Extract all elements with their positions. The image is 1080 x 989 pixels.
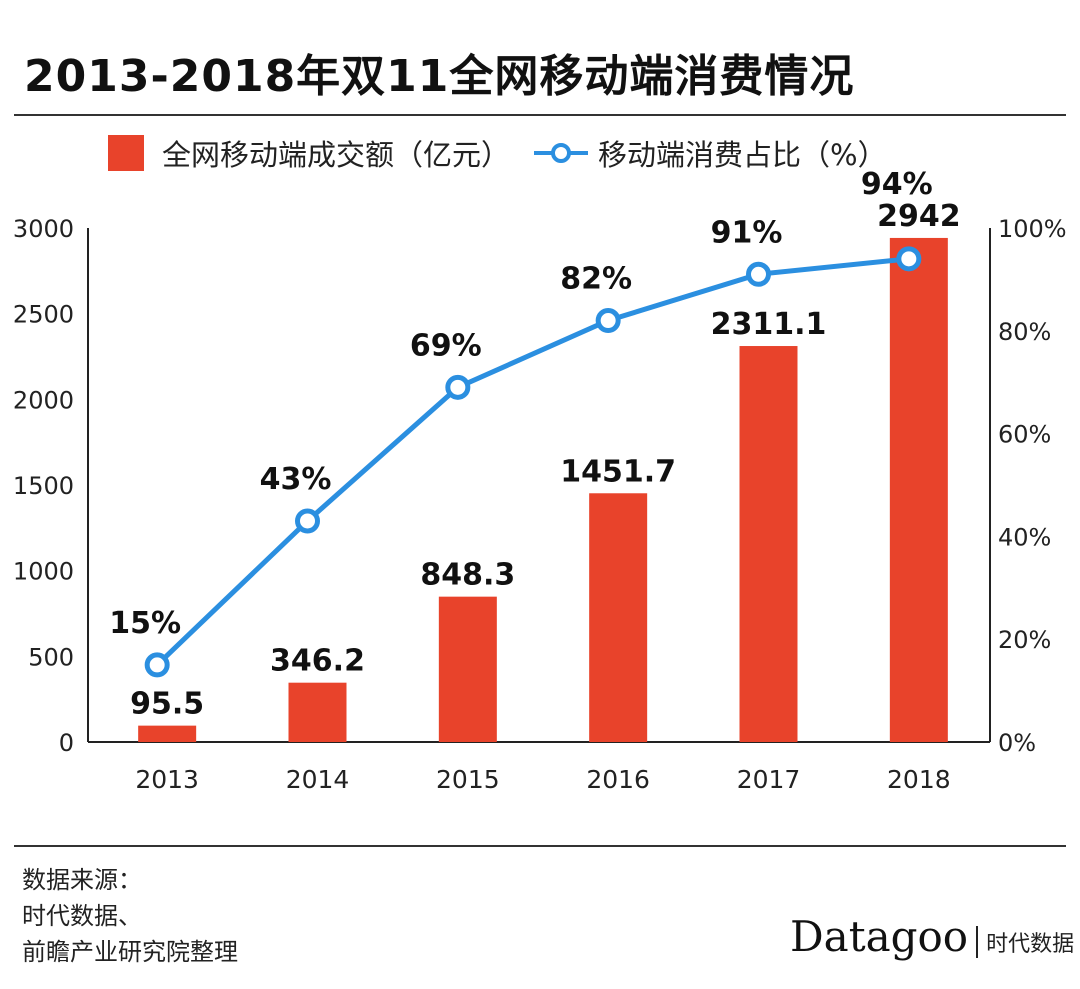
legend-bar-swatch: [108, 135, 144, 171]
line-point: [144, 652, 170, 678]
x-tick-label: 2015: [436, 765, 500, 794]
left-tick-label: 2000: [13, 386, 74, 414]
legend-bar-label: 全网移动端成交额（亿元）: [162, 138, 511, 172]
source-line: 时代数据、: [22, 902, 142, 930]
legend-line-label: 移动端消费占比（%）: [598, 138, 887, 172]
footer-divider: [14, 845, 1066, 847]
right-tick-label: 20%: [998, 626, 1051, 654]
bar: [138, 725, 197, 742]
bar-data-label: 848.3: [420, 558, 515, 593]
line-point: [746, 261, 771, 287]
x-tick-label: 2014: [286, 765, 350, 794]
left-tick-label: 1500: [13, 472, 74, 500]
left-tick-label: 0: [59, 729, 74, 757]
bar: [438, 596, 497, 742]
bar-data-label: 95.5: [130, 687, 204, 722]
right-tick-label: 60%: [998, 421, 1051, 449]
legend: 全网移动端成交额（亿元） 移动端消费占比（%）: [108, 132, 887, 174]
x-tick-label: 2016: [586, 765, 650, 794]
bar-data-label: 2942: [877, 199, 961, 234]
line-point: [295, 508, 320, 534]
left-tick-label: 1000: [13, 558, 74, 586]
line-series: [155, 256, 910, 667]
line-data-label: 43%: [260, 462, 332, 497]
bar: [589, 493, 648, 742]
line-data-label: 15%: [109, 606, 181, 641]
bar-data-label: 346.2: [270, 644, 365, 679]
left-tick-label: 500: [28, 643, 74, 671]
line-point: [445, 374, 471, 400]
x-tick-label: 2013: [135, 765, 199, 794]
bar: [889, 237, 948, 743]
source-line: 数据来源：: [22, 866, 142, 894]
bar-data-label: 2311.1: [711, 307, 827, 342]
source-note: 数据来源： 时代数据、 前瞻产业研究院整理: [22, 862, 238, 970]
logo-subtext: 时代数据: [976, 926, 1074, 958]
line-data-label: 82%: [560, 262, 632, 297]
x-tick-label: 2017: [737, 765, 801, 794]
source-line: 前瞻产业研究院整理: [22, 938, 238, 966]
line-point: [896, 246, 922, 272]
left-tick-label: 3000: [13, 215, 74, 243]
logo-text: Datagoo: [790, 912, 969, 961]
right-tick-label: 100%: [998, 215, 1067, 243]
title-divider: [14, 114, 1066, 116]
legend-line-swatch: [534, 143, 589, 163]
right-tick-label: 40%: [998, 523, 1051, 551]
right-tick-label: 80%: [998, 318, 1051, 346]
x-tick-label: 2018: [887, 765, 951, 794]
line-data-label: 94%: [861, 167, 933, 202]
bar-data-label: 1451.7: [560, 454, 676, 489]
datagoo-logo: Datagoo 时代数据: [790, 912, 1074, 961]
left-tick-label: 2500: [13, 301, 74, 329]
line-data-label: 91%: [711, 215, 783, 250]
line-point: [595, 308, 621, 334]
line-data-label: 69%: [410, 328, 482, 363]
right-tick-label: 0%: [998, 729, 1036, 757]
page-title: 2013-2018年双11全网移动端消费情况: [24, 51, 855, 102]
bar: [739, 346, 798, 742]
bar: [288, 682, 347, 742]
